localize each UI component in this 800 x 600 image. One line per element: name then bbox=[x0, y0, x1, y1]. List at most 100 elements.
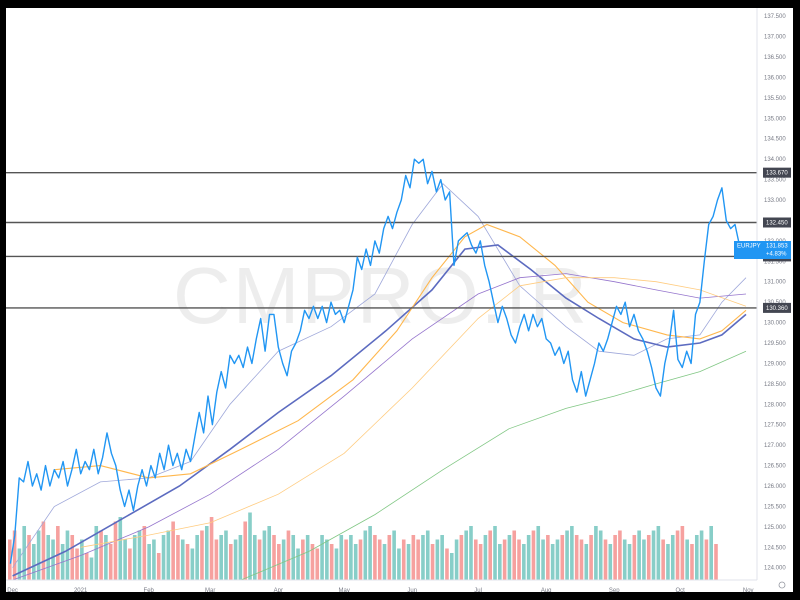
volume-bar bbox=[421, 535, 425, 580]
volume-bar bbox=[301, 539, 305, 580]
y-tick-label: 135.500 bbox=[764, 96, 786, 102]
volume-bar bbox=[483, 535, 488, 580]
level-label: 130.360 bbox=[766, 306, 788, 312]
volume-bar bbox=[488, 530, 493, 580]
level-label: 133.670 bbox=[766, 171, 788, 177]
volume-bar bbox=[598, 530, 603, 580]
y-tick-label: 136.000 bbox=[764, 75, 786, 81]
y-tick-label: 137.000 bbox=[764, 35, 786, 41]
volume-bar bbox=[651, 530, 656, 580]
volume-bar bbox=[517, 539, 521, 580]
volume-bar bbox=[401, 539, 406, 580]
volume-bar bbox=[310, 544, 315, 580]
x-tick-label: May bbox=[338, 588, 349, 592]
volume-bar bbox=[70, 535, 75, 580]
auto-scale-icon[interactable] bbox=[778, 581, 786, 589]
volume-bar bbox=[512, 530, 517, 580]
volume-bar bbox=[387, 535, 392, 580]
x-tick-label: Mar bbox=[205, 588, 215, 592]
x-tick-label: Apr bbox=[274, 588, 283, 592]
volume-bar bbox=[286, 530, 291, 580]
volume-bar bbox=[329, 544, 334, 580]
y-axis-ticks: 137.500 137.000 136.500 136.000 135.500 135.0… bbox=[764, 14, 786, 572]
volume-bar bbox=[618, 530, 622, 580]
volume-bar bbox=[377, 539, 382, 580]
volume-bar bbox=[680, 526, 685, 580]
volume-bar bbox=[502, 539, 507, 580]
volume-bar bbox=[574, 535, 579, 580]
volume-bar bbox=[454, 539, 459, 580]
x-tick-label: Dec bbox=[7, 588, 18, 592]
volume-bar bbox=[445, 548, 449, 580]
volume-bar bbox=[195, 535, 199, 580]
volume-bar bbox=[406, 544, 411, 580]
volume-bar bbox=[699, 530, 704, 580]
y-tick-label: 129.000 bbox=[764, 361, 786, 367]
volume-bar bbox=[272, 535, 276, 580]
volume-bar bbox=[541, 539, 545, 580]
volume-bar bbox=[8, 539, 12, 580]
eurjpy-chart: 137.500 137.000 136.500 136.000 135.500 135.0… bbox=[6, 8, 793, 592]
volume-bar bbox=[656, 526, 661, 580]
volume-bar bbox=[80, 539, 84, 580]
x-tick-label: Sep bbox=[609, 588, 620, 592]
volume-bar bbox=[690, 544, 694, 580]
last-price-tag: EURJPY 131.853 +4.83% bbox=[734, 241, 791, 259]
volume-bar bbox=[94, 526, 99, 580]
volume-bar bbox=[666, 544, 670, 580]
y-tick-label: 134.000 bbox=[764, 157, 786, 163]
volume-bar bbox=[161, 535, 166, 580]
volume-bar bbox=[185, 544, 190, 580]
moving-average-line bbox=[12, 244, 747, 577]
volume-bar bbox=[478, 544, 483, 580]
volume-bar bbox=[603, 539, 608, 580]
watermark-text: CMPRO.IR bbox=[173, 251, 589, 340]
volume-bar bbox=[104, 535, 108, 580]
volume-bar bbox=[108, 544, 113, 580]
volume-bar bbox=[570, 526, 574, 580]
volume-bar bbox=[685, 539, 689, 580]
volume-bar bbox=[334, 548, 339, 580]
y-tick-label: 124.500 bbox=[764, 545, 786, 551]
y-tick-label: 131.000 bbox=[764, 280, 786, 286]
volume-bars bbox=[8, 512, 718, 580]
volume-bar bbox=[704, 539, 709, 580]
volume-bar bbox=[608, 544, 613, 580]
level-label: 132.450 bbox=[766, 221, 788, 227]
volume-bar bbox=[243, 521, 248, 580]
volume-bar bbox=[560, 535, 565, 580]
volume-bar bbox=[594, 526, 598, 580]
last-price-symbol-box bbox=[734, 241, 763, 259]
volume-bar bbox=[493, 526, 497, 580]
y-tick-label: 137.500 bbox=[764, 14, 786, 20]
volume-bar bbox=[430, 544, 435, 580]
volume-bar bbox=[228, 544, 233, 580]
volume-bar bbox=[137, 530, 142, 580]
volume-bar bbox=[473, 539, 478, 580]
volume-bar bbox=[166, 530, 171, 580]
volume-bar bbox=[51, 539, 55, 580]
last-price-value-box bbox=[763, 241, 791, 259]
moving-average-line bbox=[240, 350, 747, 581]
y-tick-label: 130.000 bbox=[764, 321, 786, 327]
volume-bar bbox=[291, 535, 296, 580]
volume-bar bbox=[531, 530, 536, 580]
volume-bar bbox=[118, 517, 123, 580]
moving-average-line bbox=[12, 273, 747, 581]
y-tick-label: 133.500 bbox=[764, 178, 786, 184]
volume-bar bbox=[589, 535, 593, 580]
volume-bar bbox=[320, 535, 324, 580]
volume-bar bbox=[46, 535, 51, 580]
x-tick-label: Aug bbox=[541, 588, 552, 592]
level-label-box bbox=[763, 217, 791, 228]
volume-bar bbox=[382, 544, 387, 580]
last-price-symbol: EURJPY bbox=[737, 244, 761, 250]
volume-bar bbox=[113, 521, 118, 580]
y-tick-label: 125.000 bbox=[764, 525, 786, 531]
volume-bar bbox=[200, 530, 204, 580]
volume-bar bbox=[305, 535, 310, 580]
y-tick-label: 125.500 bbox=[764, 504, 786, 510]
volume-bar bbox=[132, 535, 137, 580]
volume-bar bbox=[425, 530, 430, 580]
volume-bar bbox=[373, 535, 377, 580]
